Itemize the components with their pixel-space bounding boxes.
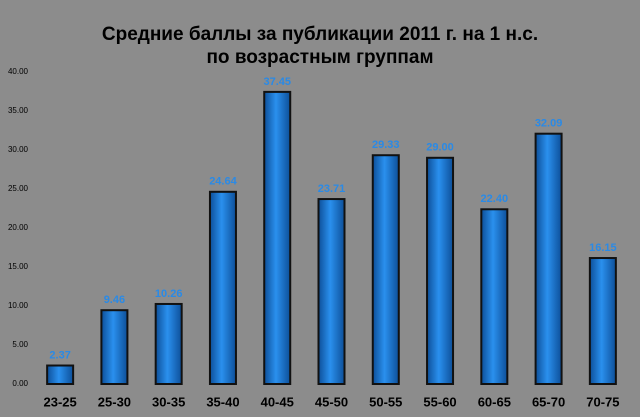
x-tick-label: 35-40 (206, 394, 239, 409)
x-tick-label: 40-45 (261, 394, 294, 409)
value-label: 37.45 (263, 76, 291, 88)
value-label: 9.46 (104, 294, 125, 306)
x-tick-label: 60-65 (478, 394, 511, 409)
value-label: 2.37 (49, 349, 70, 361)
value-label: 16.15 (589, 242, 617, 254)
x-tick-label: 25-30 (98, 394, 131, 409)
x-tick-label: 55-60 (423, 394, 456, 409)
x-tick-label: 65-70 (532, 394, 565, 409)
value-label: 23.71 (318, 183, 346, 195)
x-tick-label: 70-75 (586, 394, 619, 409)
value-label: 29.00 (426, 142, 454, 154)
y-tick-label: 15.00 (8, 262, 29, 271)
bar (263, 90, 292, 385)
y-tick-label: 30.00 (8, 145, 29, 154)
x-tick-label: 50-55 (369, 394, 402, 409)
bar (317, 198, 346, 385)
bar (154, 302, 183, 385)
y-tick-label: 40.00 (8, 67, 29, 76)
value-label: 24.64 (209, 176, 237, 188)
bar (534, 132, 563, 385)
y-tick-label: 10.00 (8, 301, 29, 310)
bar (426, 156, 455, 385)
y-tick-label: 20.00 (8, 223, 29, 232)
bar (371, 154, 400, 385)
chart-subtitle: по возрастным группам (206, 47, 433, 68)
x-tick-label: 45-50 (315, 394, 348, 409)
bar (208, 190, 237, 385)
bar (588, 257, 617, 385)
y-tick-label: 35.00 (8, 106, 29, 115)
value-label: 32.09 (535, 118, 563, 130)
bar (46, 364, 75, 386)
y-tick-label: 5.00 (12, 340, 28, 349)
x-tick-label: 23-25 (44, 394, 77, 409)
y-tick-label: 25.00 (8, 184, 29, 193)
x-tick-label: 30-35 (152, 394, 185, 409)
y-tick-label: 0.00 (12, 379, 28, 388)
value-label: 22.40 (481, 193, 509, 205)
bar (100, 309, 129, 386)
bar (480, 208, 509, 385)
value-label: 29.33 (372, 139, 400, 151)
value-label: 10.26 (155, 288, 183, 300)
chart-title: Средние баллы за публикации 2011 г. на 1… (102, 24, 538, 45)
